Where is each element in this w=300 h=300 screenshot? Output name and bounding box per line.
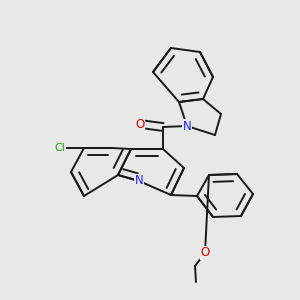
Text: N: N bbox=[183, 119, 191, 133]
Text: O: O bbox=[135, 118, 145, 130]
Text: O: O bbox=[200, 247, 210, 260]
Text: N: N bbox=[135, 175, 143, 188]
Text: Cl: Cl bbox=[55, 143, 65, 153]
